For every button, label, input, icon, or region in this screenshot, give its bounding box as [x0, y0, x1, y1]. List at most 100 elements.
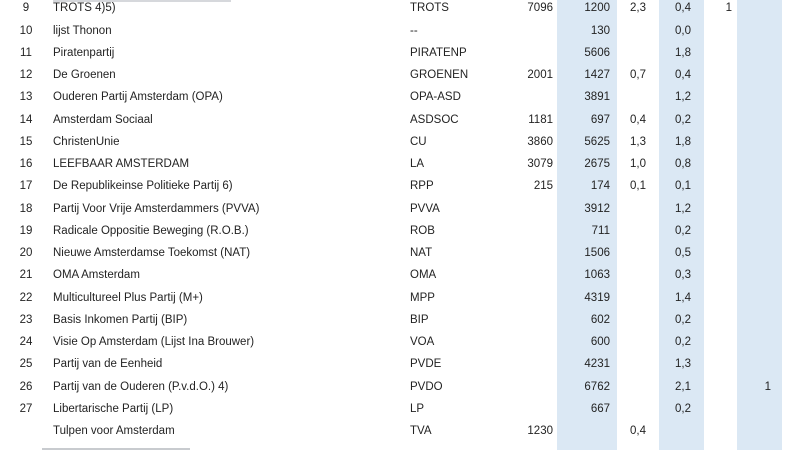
percent-previous: [616, 309, 646, 331]
party-abbreviation: PVDE: [410, 358, 442, 371]
percent-current: 0,2: [675, 113, 691, 126]
percent-previous: [616, 198, 646, 220]
seats-current: [743, 264, 771, 286]
table-row: 17 De Republikeinse Politieke Partij 6) …: [0, 175, 800, 197]
percent-previous: 0,4: [630, 113, 646, 126]
list-number: [12, 420, 40, 442]
percent-previous: [616, 353, 646, 375]
votes-current: 130: [590, 24, 610, 37]
seats-previous: [708, 64, 732, 86]
votes-previous: [478, 42, 553, 64]
party-abbreviation: PIRATENP: [410, 46, 467, 59]
percent-current: 0,4: [675, 2, 691, 15]
seats-current: [743, 86, 771, 108]
percent-current: 0,8: [675, 158, 691, 171]
list-number: 16: [19, 158, 33, 171]
table-row: 11 Piratenpartij PIRATENP 5606 1,8: [0, 42, 800, 64]
percent-current: 0,2: [675, 313, 691, 326]
list-number: 22: [19, 291, 33, 304]
percent-current: 1,2: [675, 91, 691, 104]
seats-current: [743, 109, 771, 131]
seats-current: [743, 153, 771, 175]
votes-current: 600: [590, 336, 610, 349]
party-name: Multicultureel Plus Partij (M+): [53, 291, 203, 304]
seats-previous: [708, 331, 732, 353]
party-abbreviation: RPP: [410, 180, 434, 193]
percent-previous: 2,3: [630, 2, 646, 15]
votes-current: 1506: [584, 247, 610, 260]
seats-current: [743, 198, 771, 220]
party-name: De Republikeinse Politieke Partij 6): [53, 180, 233, 193]
party-name: Partij Voor Vrije Amsterdammers (PVVA): [53, 202, 260, 215]
table-row: 21 OMA Amsterdam OMA 1063 0,3: [0, 264, 800, 286]
percent-current: 0,2: [675, 402, 691, 415]
party-name: OMA Amsterdam: [53, 269, 140, 282]
list-number: 25: [19, 358, 33, 371]
party-name: Ouderen Partij Amsterdam (OPA): [53, 91, 223, 104]
percent-previous: 0,7: [630, 69, 646, 82]
party-abbreviation: ROB: [410, 224, 435, 237]
votes-current: 5606: [584, 46, 610, 59]
votes-current: 1063: [584, 269, 610, 282]
percent-previous: [616, 42, 646, 64]
seats-current: [743, 287, 771, 309]
percent-previous: [616, 287, 646, 309]
seats-previous: [708, 20, 732, 42]
votes-previous: 215: [533, 180, 553, 193]
party-abbreviation: OPA-ASD: [410, 91, 461, 104]
table-row: 10 lijst Thonon -- 130 0,0: [0, 20, 800, 42]
seats-current: [743, 42, 771, 64]
votes-current: 1427: [584, 69, 610, 82]
votes-previous: [478, 309, 553, 331]
votes-previous: [478, 353, 553, 375]
seats-current: [743, 242, 771, 264]
table-row: 15 ChristenUnie CU 3860 5625 1,3 1,8: [0, 131, 800, 153]
party-name: Visie Op Amsterdam (Lijst Ina Brouwer): [53, 336, 255, 349]
table-row: Tulpen voor Amsterdam TVA 1230 0,4: [0, 420, 800, 442]
list-number: 23: [19, 313, 33, 326]
seats-previous: [708, 287, 732, 309]
list-number: 14: [19, 113, 33, 126]
seats-current: [743, 309, 771, 331]
table-row: 16 LEEFBAAR AMSTERDAM LA 3079 2675 1,0 0…: [0, 153, 800, 175]
seats-previous: [708, 220, 732, 242]
party-name: ChristenUnie: [53, 135, 120, 148]
votes-current: 697: [590, 113, 610, 126]
party-name: Piratenpartij: [53, 46, 115, 59]
seats-previous: [708, 264, 732, 286]
party-name: Nieuwe Amsterdamse Toekomst (NAT): [53, 247, 251, 260]
votes-current: 1200: [584, 2, 610, 15]
party-abbreviation: --: [410, 24, 418, 37]
party-abbreviation: TROTS: [410, 2, 449, 15]
votes-previous: [478, 287, 553, 309]
votes-current: 711: [591, 224, 610, 237]
percent-previous: [616, 398, 646, 420]
votes-previous: 1230: [527, 425, 553, 438]
list-number: 27: [19, 402, 33, 415]
list-number: 11: [20, 46, 32, 59]
percent-current: 0,2: [675, 336, 691, 349]
party-abbreviation: VOA: [410, 336, 435, 349]
list-number: 13: [19, 91, 33, 104]
seats-previous: [708, 420, 732, 442]
table-row: 19 Radicale Oppositie Beweging (R.O.B.) …: [0, 220, 800, 242]
seats-previous: [708, 42, 732, 64]
percent-previous: [616, 331, 646, 353]
votes-previous: [478, 398, 553, 420]
votes-current: 5625: [584, 135, 610, 148]
list-number: 15: [19, 135, 33, 148]
votes-previous: 2001: [527, 69, 553, 82]
percent-previous: [616, 242, 646, 264]
percent-current: 1,8: [675, 135, 691, 148]
table-row: 13 Ouderen Partij Amsterdam (OPA) OPA-AS…: [0, 86, 800, 108]
votes-previous: [478, 198, 553, 220]
table-row: 12 De Groenen GROENEN 2001 1427 0,7 0,4: [0, 64, 800, 86]
percent-current: 2,1: [675, 380, 691, 393]
list-number: 10: [19, 24, 33, 37]
list-number: 20: [19, 247, 33, 260]
votes-current: 667: [590, 402, 610, 415]
table-row: 27 Libertarische Partij (LP) LP 667 0,2: [0, 398, 800, 420]
seats-current: [743, 0, 771, 20]
percent-current: 1,2: [675, 202, 691, 215]
